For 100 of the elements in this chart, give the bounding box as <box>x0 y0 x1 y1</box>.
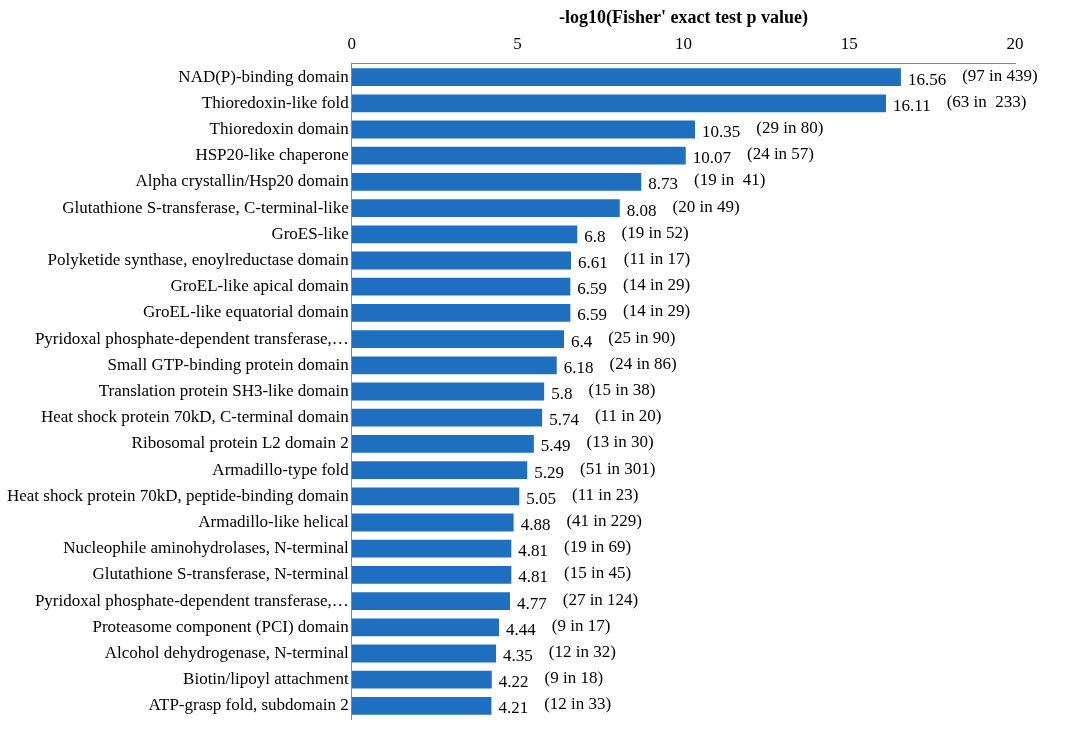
bar <box>351 94 887 113</box>
y-tick-label: Thioredoxin domain <box>209 118 350 138</box>
data-label: 4.44 <box>506 619 537 639</box>
x-tick-label: 20 <box>1006 34 1024 54</box>
bar <box>351 487 520 506</box>
y-tick-label: Armadillo-like helical <box>198 511 350 531</box>
annotation: (15 in 45) <box>564 563 632 583</box>
y-tick-label: GroEL-like apical domain <box>170 276 350 296</box>
bar <box>351 146 686 165</box>
data-label: 6.4 <box>571 331 593 351</box>
y-tick-label: Proteasome component (PCI) domain <box>92 616 350 636</box>
data-label: 4.88 <box>520 514 551 534</box>
data-label: 6.59 <box>577 279 608 299</box>
bar <box>351 513 514 532</box>
bar <box>351 330 565 349</box>
annotation: (19 in 52) <box>621 222 689 242</box>
data-label: 6.8 <box>584 226 606 246</box>
y-tick-label: GroEL-like equatorial domain <box>142 302 350 322</box>
x-tick-label: 5 <box>513 34 522 54</box>
y-tick-label: Alpha crystallin/Hsp20 domain <box>135 171 350 191</box>
bar <box>351 172 642 191</box>
annotation: (24 in 57) <box>746 144 815 164</box>
annotation: (27 in 124) <box>562 589 639 609</box>
annotation: (11 in 20) <box>594 406 662 426</box>
bar <box>351 461 528 480</box>
annotation: (97 in 439) <box>962 65 1038 85</box>
data-label: 4.77 <box>516 593 548 613</box>
bar <box>351 408 543 427</box>
bar <box>351 670 492 689</box>
data-label: 4.35 <box>503 645 533 665</box>
bar <box>351 251 571 270</box>
bar <box>351 565 512 584</box>
bar <box>351 644 497 663</box>
bar <box>351 434 534 453</box>
x-tick-label: 0 <box>347 34 357 54</box>
y-tick-label: Polyketide synthase, enoylreductase domain <box>47 249 350 269</box>
bar <box>351 277 571 296</box>
annotation: (24 in 86) <box>609 353 677 373</box>
y-tick-label: Pyridoxal phosphate-dependent transferase,… <box>34 328 349 348</box>
data-label: 16.56 <box>907 69 947 89</box>
bar <box>351 120 696 139</box>
annotation: (12 in 32) <box>548 641 616 661</box>
x-tick-label: 15 <box>840 34 858 54</box>
annotation: (9 in 18) <box>544 668 604 688</box>
annotation: (11 in 23) <box>572 484 639 504</box>
y-tick-label: Nucleophile aminohydrolases, N-terminal <box>63 538 350 558</box>
x-tick-label: 10 <box>674 34 692 54</box>
y-tick-label: Armadillo-type fold <box>212 459 350 479</box>
data-label: 5.05 <box>526 488 557 508</box>
data-label: 8.08 <box>626 200 657 220</box>
annotation: (11 in 17) <box>623 248 691 268</box>
annotation: (29 in 80) <box>756 117 824 137</box>
annotation: (20 in 49) <box>672 196 740 216</box>
y-tick-label: ATP-grasp fold, subdomain 2 <box>148 695 349 715</box>
data-label: 4.81 <box>518 567 549 587</box>
annotation: (41 in 229) <box>566 510 642 530</box>
bar <box>351 696 492 715</box>
y-tick-label: Pyridoxal phosphate-dependent transferase,… <box>34 590 349 610</box>
y-tick-label: Translation protein SH3-like domain <box>98 380 350 400</box>
data-label: 6.59 <box>577 305 608 325</box>
y-tick-label: Thioredoxin-like fold <box>201 92 350 112</box>
y-tick-label: Small GTP-binding protein domain <box>107 354 350 374</box>
data-label: 6.61 <box>578 252 608 272</box>
data-label: 5.74 <box>549 410 580 430</box>
data-label: 10.35 <box>702 121 741 141</box>
annotation: (9 in 17) <box>551 615 611 635</box>
y-tick-label: Alcohol dehydrogenase, N-terminal <box>104 642 350 662</box>
annotation: (51 in 301) <box>579 458 656 478</box>
y-tick-label: Glutathione S-transferase, C-terminal-like <box>62 197 349 217</box>
bar <box>351 539 512 558</box>
y-tick-label: HSP20-like chaperone <box>195 145 349 165</box>
x-axis-title: -log10(Fisher' exact test p value) <box>558 7 808 29</box>
bar <box>351 356 557 375</box>
bar <box>351 225 578 244</box>
annotation: (25 in 90) <box>608 327 676 347</box>
bar <box>351 199 620 218</box>
data-label: 16.11 <box>893 95 931 115</box>
y-tick-label: Heat shock protein 70kD, C-terminal domain <box>40 407 350 427</box>
annotation: (14 in 29) <box>623 275 691 295</box>
annotation: (63 in 233) <box>946 91 1027 111</box>
data-label: 8.73 <box>648 174 679 194</box>
data-label: 5.8 <box>551 383 573 403</box>
y-tick-label: NAD(P)-binding domain <box>178 66 350 86</box>
data-label: 4.21 <box>498 698 529 718</box>
data-label: 4.81 <box>518 541 549 561</box>
y-tick-label: Glutathione S-transferase, N-terminal <box>92 564 350 584</box>
annotation: (12 in 33) <box>544 694 612 714</box>
annotation: (13 in 30) <box>586 432 654 452</box>
data-label: 5.29 <box>534 462 564 482</box>
data-label: 5.49 <box>540 436 571 456</box>
bar <box>351 618 500 637</box>
bar <box>351 592 510 611</box>
y-tick-label: GroES-like <box>271 223 349 243</box>
annotation: (15 in 38) <box>588 379 656 399</box>
annotation: (19 in 41) <box>694 170 766 190</box>
annotation: (14 in 29) <box>623 301 691 321</box>
y-tick-label: Heat shock protein 70kD, peptide-binding domain <box>6 485 350 505</box>
data-label: 10.07 <box>692 148 732 168</box>
data-label: 4.22 <box>498 672 529 692</box>
bar <box>351 382 545 401</box>
